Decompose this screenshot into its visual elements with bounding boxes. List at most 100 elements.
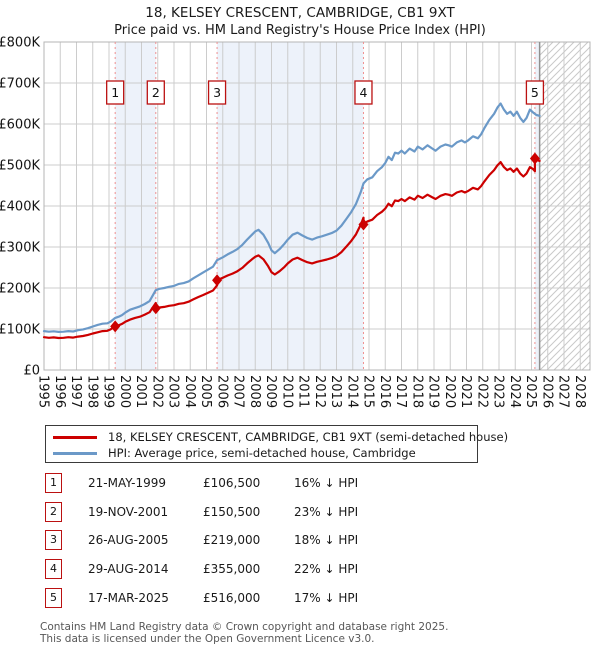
x-axis-label: 2002	[149, 375, 164, 408]
transaction-price: £516,000	[203, 591, 261, 605]
legend-item-hpi: HPI: Average price, semi-detached house,…	[46, 445, 477, 461]
transaction-price: £355,000	[203, 562, 261, 576]
transaction-number-badge: 5	[45, 588, 62, 608]
blue-line-swatch-icon	[53, 451, 97, 455]
transaction-row: 1 21-MAY-1999 £106,500 16% ↓ HPI	[0, 471, 600, 495]
transaction-number-badge: 3	[45, 530, 62, 550]
x-axis-label: 2011	[296, 375, 311, 408]
x-axis-label: 1996	[52, 375, 67, 408]
x-axis-label: 2015	[361, 375, 376, 408]
x-axis-label: 2007	[231, 375, 246, 408]
transaction-price: £106,500	[203, 476, 261, 490]
transaction-date: 29-AUG-2014	[88, 562, 169, 576]
sale-marker-badge: 2	[146, 80, 165, 105]
copyright-footer: Contains HM Land Registry data © Crown c…	[40, 621, 449, 645]
transaction-row: 3 26-AUG-2005 £219,000 18% ↓ HPI	[0, 528, 600, 552]
x-axis-label: 2025	[523, 375, 538, 408]
x-axis-label: 2026	[539, 375, 554, 408]
x-axis-label: 1997	[68, 375, 83, 408]
footer-line-2: This data is licensed under the Open Gov…	[40, 632, 375, 645]
transaction-hpi-diff: 22% ↓ HPI	[294, 562, 359, 576]
x-axis-label: 2027	[556, 375, 571, 408]
svg-text:3: 3	[213, 85, 221, 100]
x-axis-label: 2003	[166, 375, 181, 408]
hpi-line	[42, 102, 541, 333]
sale-marker-badge: 3	[207, 80, 227, 105]
transaction-hpi-diff: 16% ↓ HPI	[294, 476, 359, 490]
transaction-number-badge: 4	[45, 559, 62, 579]
x-axis-label: 2016	[377, 375, 392, 408]
y-axis-label: £800K	[0, 36, 40, 51]
plot-border	[43, 41, 591, 371]
transaction-hpi-diff: 17% ↓ HPI	[294, 591, 359, 605]
y-axis-label: £600K	[0, 118, 40, 133]
svg-text:2: 2	[152, 85, 160, 100]
transaction-price: £219,000	[203, 533, 261, 547]
chart-subtitle: Price paid vs. HM Land Registry's House …	[114, 23, 486, 38]
sale-point-marker	[110, 320, 121, 333]
x-axis-label: 1999	[101, 375, 116, 408]
chart-title: 18, KELSEY CRESCENT, CAMBRIDGE, CB1 9XT	[145, 5, 455, 21]
sale-point-marker	[150, 302, 161, 315]
transaction-hpi-diff: 18% ↓ HPI	[294, 533, 359, 547]
legend: 18, KELSEY CRESCENT, CAMBRIDGE, CB1 9XT …	[45, 425, 508, 463]
x-axis-label: 2008	[247, 375, 262, 408]
sale-marker-badge: 4	[354, 80, 373, 105]
transaction-date: 26-AUG-2005	[88, 533, 169, 547]
legend-label: HPI: Average price, semi-detached house,…	[108, 446, 416, 460]
x-axis-label: 2005	[198, 375, 213, 408]
transaction-hpi-diff: 23% ↓ HPI	[294, 505, 359, 519]
legend-label: 18, KELSEY CRESCENT, CAMBRIDGE, CB1 9XT …	[108, 430, 509, 444]
transaction-number-badge: 1	[45, 473, 62, 493]
transaction-date: 21-MAY-1999	[88, 476, 167, 490]
svg-text:1: 1	[111, 85, 119, 100]
y-axis-label: £700K	[0, 77, 40, 92]
sale-point-marker	[358, 218, 369, 231]
y-axis-label: £500K	[0, 159, 40, 174]
chart-header: 18, KELSEY CRESCENT, CAMBRIDGE, CB1 9XT …	[0, 5, 600, 39]
x-axis-label: 2028	[572, 375, 587, 408]
svg-text:4: 4	[359, 85, 367, 100]
sale-point-marker	[212, 274, 223, 287]
transaction-date: 19-NOV-2001	[88, 505, 169, 519]
legend-item-price-paid: 18, KELSEY CRESCENT, CAMBRIDGE, CB1 9XT …	[46, 429, 508, 445]
transaction-date: 17-MAR-2025	[88, 591, 169, 605]
y-axis-label: £100K	[0, 323, 40, 338]
price-paid-line	[42, 157, 541, 340]
x-axis-label: 1995	[36, 375, 51, 408]
sale-point-marker	[529, 152, 540, 165]
y-axis-label: £400K	[0, 200, 40, 215]
x-axis-label: 2017	[393, 375, 408, 408]
x-axis-label: 2000	[117, 375, 132, 408]
red-line-swatch-icon	[53, 435, 97, 439]
transaction-row: 2 19-NOV-2001 £150,500 23% ↓ HPI	[0, 500, 600, 524]
transactions-table: 1 21-MAY-1999 £106,500 16% ↓ HPI 2 19-NOV-200…	[0, 471, 600, 616]
y-axis-label: £300K	[0, 241, 40, 256]
x-axis-label: 2019	[426, 375, 441, 408]
transaction-number-badge: 2	[45, 502, 62, 522]
x-axis-label: 2004	[182, 375, 197, 408]
transaction-price: £150,500	[203, 505, 261, 519]
x-axis-label: 2012	[312, 375, 327, 408]
x-axis-label: 2010	[279, 375, 294, 408]
y-axis-label: £0	[23, 364, 40, 379]
x-axis-label: 2018	[409, 375, 424, 408]
x-axis-label: 1998	[84, 375, 99, 408]
transaction-row: 5 17-MAR-2025 £516,000 17% ↓ HPI	[0, 586, 600, 610]
x-axis-label: 2001	[133, 375, 148, 408]
transaction-row: 4 29-AUG-2014 £355,000 22% ↓ HPI	[0, 557, 600, 581]
x-axis-label: 2021	[458, 375, 473, 408]
x-axis-label: 2014	[344, 375, 359, 408]
sale-marker-badge: 1	[106, 80, 125, 105]
price-chart: 1 2 3 4 5 £0 £100K £200K £300K £400K £500K £600K £70…	[0, 36, 591, 408]
x-axis-label: 2013	[328, 375, 343, 408]
x-axis-label: 2009	[263, 375, 278, 408]
footer-line-1: Contains HM Land Registry data © Crown c…	[40, 621, 449, 633]
gridlines	[43, 41, 590, 371]
x-axis-label: 2020	[442, 375, 457, 408]
x-axis-label: 2023	[491, 375, 506, 408]
sale-marker-badge: 5	[525, 80, 545, 105]
y-axis-label: £200K	[0, 282, 40, 297]
svg-text:5: 5	[531, 85, 539, 100]
